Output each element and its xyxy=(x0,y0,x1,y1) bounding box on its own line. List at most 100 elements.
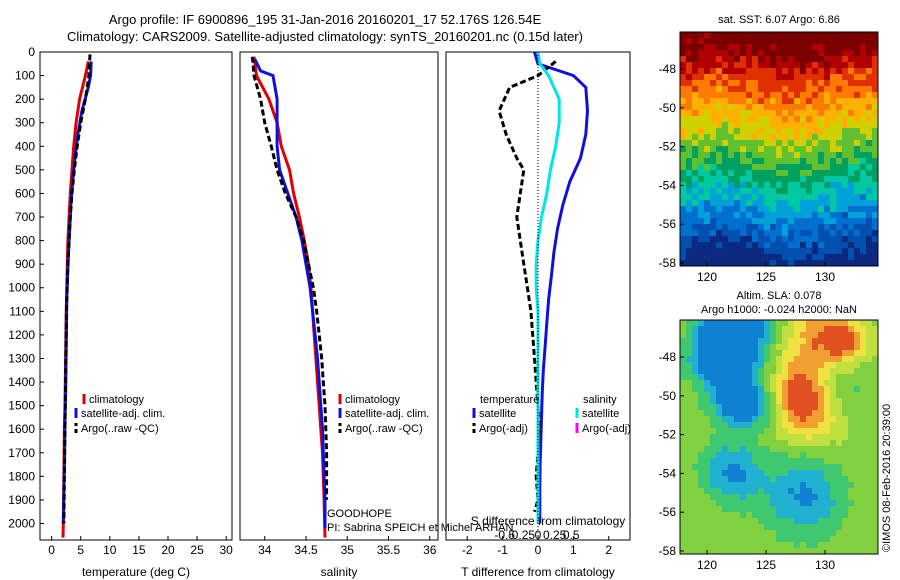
sst-map-cell xyxy=(830,194,836,200)
sst-map-cell xyxy=(782,50,788,56)
sst-map-cell xyxy=(794,248,800,254)
sst-map-cell xyxy=(854,74,860,80)
sst-map-cell xyxy=(680,116,686,122)
sst-map-cell xyxy=(686,260,692,266)
sst-map-cell xyxy=(758,206,764,212)
sst-map-cell xyxy=(770,182,776,188)
sla-map-cell xyxy=(728,512,734,518)
sla-map-cell xyxy=(740,464,746,470)
sst-map-cell xyxy=(746,74,752,80)
sst-map-cell xyxy=(752,212,758,218)
sla-map-cell xyxy=(842,392,848,398)
sla-map-cell xyxy=(722,512,728,518)
sla-map-cell xyxy=(806,530,812,536)
sst-map-cell xyxy=(818,182,824,188)
depth-tick-label: 1200 xyxy=(8,328,35,342)
sla-map-cell xyxy=(794,494,800,500)
sst-map-cell xyxy=(716,32,722,38)
sla-map-cell xyxy=(860,458,866,464)
sla-map-cell xyxy=(692,464,698,470)
sst-map-cell xyxy=(758,260,764,266)
sst-map-cell xyxy=(698,62,704,68)
sla-map-cell xyxy=(776,518,782,524)
sst-map-cell xyxy=(806,134,812,140)
sla-map-cell xyxy=(812,338,818,344)
sst-map-cell xyxy=(776,134,782,140)
sst-map-cell xyxy=(698,104,704,110)
sla-map-cell xyxy=(740,440,746,446)
sst-map-cell xyxy=(830,116,836,122)
sla-map-cell xyxy=(686,446,692,452)
sst-map-cell xyxy=(704,44,710,50)
sla-map-cell xyxy=(794,362,800,368)
sla-map-cell xyxy=(692,338,698,344)
sst-map-cell xyxy=(770,164,776,170)
sla-map-cell xyxy=(698,326,704,332)
sla-map-cell xyxy=(860,452,866,458)
sla-map-cell xyxy=(722,368,728,374)
sst-map-cell xyxy=(686,32,692,38)
sst-map-cell xyxy=(698,188,704,194)
sla-map-cell xyxy=(764,416,770,422)
sst-map-cell xyxy=(800,68,806,74)
sla-map-cell xyxy=(728,494,734,500)
sla-map-cell xyxy=(854,422,860,428)
sla-map-cell xyxy=(710,350,716,356)
sst-map-cell xyxy=(842,236,848,242)
sst-map-cell xyxy=(830,254,836,260)
sla-map-cell xyxy=(680,386,686,392)
sla-map-cell xyxy=(758,518,764,524)
sla-map-cell xyxy=(770,470,776,476)
sla-map-cell xyxy=(746,350,752,356)
sla-map-cell xyxy=(698,524,704,530)
sla-map-cell xyxy=(770,386,776,392)
sla-map-cell xyxy=(734,410,740,416)
sla-map: 120 125 130-48-50-52-54-56-58 ©IMOS 08-Feb-… xyxy=(659,319,893,572)
sst-map-cell xyxy=(818,152,824,158)
sst-map-cell xyxy=(770,44,776,50)
sla-map-cell xyxy=(842,536,848,542)
sst-map-cell xyxy=(716,122,722,128)
sla-map-cell xyxy=(782,380,788,386)
temperature-xlabel: temperature (deg C) xyxy=(82,565,190,579)
sla-map-cell xyxy=(842,506,848,512)
sla-map-cell xyxy=(746,422,752,428)
sla-map-cell xyxy=(686,434,692,440)
sla-map-cell xyxy=(848,326,854,332)
sst-map-cell xyxy=(830,110,836,116)
sla-map-cell xyxy=(794,368,800,374)
sst-map-cell xyxy=(722,254,728,260)
sst-map-cell xyxy=(746,206,752,212)
sla-map-cell xyxy=(710,440,716,446)
sst-map-cell xyxy=(866,254,872,260)
sst-map-cell xyxy=(830,86,836,92)
sla-map-cell xyxy=(854,416,860,422)
sst-map-cell xyxy=(788,260,794,266)
sla-map-cell xyxy=(704,530,710,536)
sst-map-cell xyxy=(836,92,842,98)
sla-map-cell xyxy=(872,536,878,542)
sst-map-cell xyxy=(872,98,878,104)
salinity-series-group xyxy=(250,56,329,538)
sla-map-cell xyxy=(686,416,692,422)
sst-map-cell xyxy=(848,32,854,38)
sla-map-cell xyxy=(740,512,746,518)
sla-map-cell xyxy=(758,338,764,344)
sla-map-cell xyxy=(830,518,836,524)
sla-map-cell xyxy=(740,476,746,482)
sla-map-cell xyxy=(710,482,716,488)
sst-map-cell xyxy=(680,62,686,68)
sla-map-cell xyxy=(824,530,830,536)
sst-map-cell xyxy=(734,140,740,146)
sla-map-cell xyxy=(716,350,722,356)
sla-map-cell xyxy=(692,398,698,404)
sla-map-cell xyxy=(746,362,752,368)
sst-map-cell xyxy=(770,62,776,68)
sla-map-cell xyxy=(698,512,704,518)
sst-map-cell xyxy=(866,224,872,230)
sst-map-cell xyxy=(848,260,854,266)
sst-map-cell xyxy=(770,140,776,146)
sst-map-cell xyxy=(758,152,764,158)
sla-map-cell xyxy=(710,374,716,380)
sst-map-cell xyxy=(836,188,842,194)
